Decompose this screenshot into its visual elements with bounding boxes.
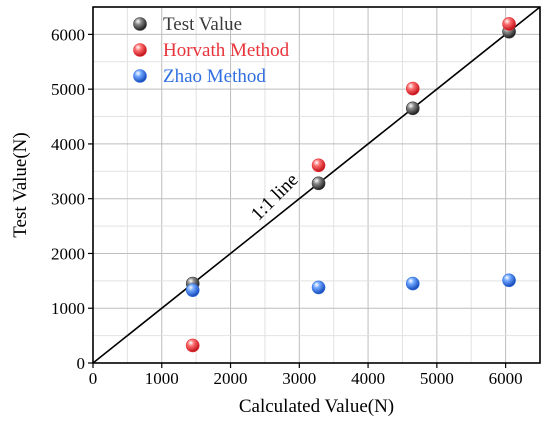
legend-marker-test-value (133, 17, 147, 31)
data-points (185, 17, 516, 353)
plot-frame (92, 6, 541, 364)
y-tick-label: 0 (77, 354, 86, 373)
legend: Test Value Horvath Method Zhao Method (133, 14, 290, 87)
y-tick-label: 6000 (51, 25, 85, 44)
point-horvath-method (405, 81, 420, 96)
x-tick-label: 6000 (489, 369, 523, 388)
y-tick-label: 2000 (51, 244, 85, 263)
legend-marker-zhao-method (133, 69, 147, 83)
legend-marker-horvath-method (133, 43, 147, 57)
grid (93, 7, 540, 363)
x-tick-label: 1000 (145, 369, 179, 388)
legend-label-test-value: Test Value (163, 14, 242, 35)
point-zhao-method (185, 283, 200, 297)
legend-label-horvath-method: Horvath Method (163, 40, 290, 61)
point-horvath-method (185, 338, 200, 353)
x-tick-label: 5000 (420, 369, 454, 388)
point-test-value (311, 176, 326, 191)
y-axis-label: Test Value(N) (10, 132, 31, 237)
y-tick-label: 1000 (51, 299, 85, 318)
point-horvath-method (311, 158, 326, 173)
reference-line-label: 1:1 line (247, 169, 303, 225)
x-tick-label: 4000 (351, 369, 385, 388)
point-zhao-method (502, 273, 516, 288)
x-tick-label: 0 (89, 369, 98, 388)
point-horvath-method (502, 17, 516, 31)
axis-ticks: 0 1000 2000 3000 4000 5000 6000 0 1000 2000 3000 40… (51, 25, 523, 388)
y-tick-label: 4000 (51, 135, 85, 154)
point-test-value (405, 101, 420, 116)
y-tick-label: 3000 (51, 190, 85, 209)
y-tick-label: 5000 (51, 80, 85, 99)
legend-label-zhao-method: Zhao Method (163, 66, 266, 87)
x-axis-label: Calculated Value(N) (239, 396, 394, 417)
x-tick-label: 2000 (214, 369, 248, 388)
point-zhao-method (311, 280, 326, 295)
x-tick-label: 3000 (282, 369, 316, 388)
point-zhao-method (405, 276, 420, 291)
